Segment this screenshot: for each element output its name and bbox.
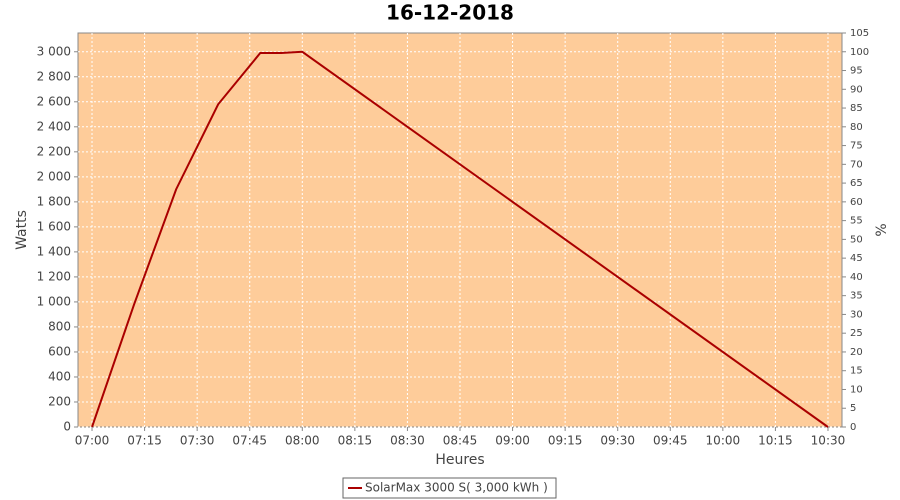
y2-tick-label: 25: [850, 328, 863, 339]
x-tick-label: 08:45: [443, 434, 478, 448]
y2-tick-label: 60: [850, 197, 863, 208]
y2-tick-label: 105: [850, 28, 869, 39]
y-tick-label: 1 400: [37, 244, 71, 258]
x-tick-label: 07:00: [75, 434, 110, 448]
y2-tick-label: 10: [850, 384, 863, 395]
y2-tick-label: 20: [850, 347, 863, 358]
y2-axis-label: %: [874, 223, 890, 236]
x-tick-label: 08:30: [390, 434, 425, 448]
y-tick-label: 600: [48, 344, 71, 358]
legend-box: [342, 477, 557, 499]
x-tick-label: 09:15: [548, 434, 583, 448]
y-axis-label: Watts: [14, 210, 30, 250]
y-tick-label: 2 400: [37, 119, 71, 133]
x-tick-label: 07:45: [232, 434, 267, 448]
x-tick-label: 10:30: [811, 434, 846, 448]
y2-tick-label: 90: [850, 84, 863, 95]
y-tick-label: 800: [48, 319, 71, 333]
y2-tick-label: 15: [850, 366, 863, 377]
y2-tick-label: 0: [850, 422, 856, 433]
x-tick-label: 08:15: [338, 434, 373, 448]
y2-tick-label: 5: [850, 403, 856, 414]
y2-tick-label: 80: [850, 122, 863, 133]
y-tick-label: 200: [48, 394, 71, 408]
x-tick-label: 10:15: [758, 434, 793, 448]
legend-label: SolarMax 3000 S( 3,000 kWh ): [365, 481, 548, 495]
y2-tick-label: 30: [850, 309, 863, 320]
y2-tick-label: 65: [850, 178, 863, 189]
x-tick-label: 10:00: [706, 434, 741, 448]
x-tick-label: 09:45: [653, 434, 688, 448]
y-tick-label: 1 000: [37, 294, 71, 308]
y-tick-label: 2 200: [37, 144, 71, 158]
y2-tick-label: 100: [850, 47, 869, 58]
y2-tick-label: 75: [850, 141, 863, 152]
y-tick-label: 1 600: [37, 219, 71, 233]
y2-tick-label: 55: [850, 216, 863, 227]
y-tick-label: 2 800: [37, 69, 71, 83]
y-tick-label: 2 600: [37, 94, 71, 108]
x-tick-label: 08:00: [285, 434, 320, 448]
y2-tick-label: 95: [850, 66, 863, 77]
y-tick-label: 3 000: [37, 44, 71, 58]
x-tick-label: 09:00: [495, 434, 530, 448]
y2-tick-label: 70: [850, 159, 863, 170]
y2-tick-label: 45: [850, 253, 863, 264]
y-tick-label: 1 200: [37, 269, 71, 283]
y2-tick-label: 50: [850, 234, 863, 245]
series-line: [91, 50, 829, 428]
y2-tick-label: 40: [850, 272, 863, 283]
y-tick-label: 0: [63, 420, 71, 434]
chart-title: 16-12-2018: [386, 1, 514, 25]
y-tick-label: 1 800: [37, 194, 71, 208]
y-tick-label: 400: [48, 369, 71, 383]
y2-tick-label: 85: [850, 103, 863, 114]
x-axis-label: Heures: [435, 452, 484, 468]
x-tick-label: 07:30: [180, 434, 215, 448]
x-tick-label: 09:30: [600, 434, 635, 448]
x-tick-label: 07:15: [127, 434, 162, 448]
y-tick-label: 2 000: [37, 169, 71, 183]
y2-tick-label: 35: [850, 291, 863, 302]
